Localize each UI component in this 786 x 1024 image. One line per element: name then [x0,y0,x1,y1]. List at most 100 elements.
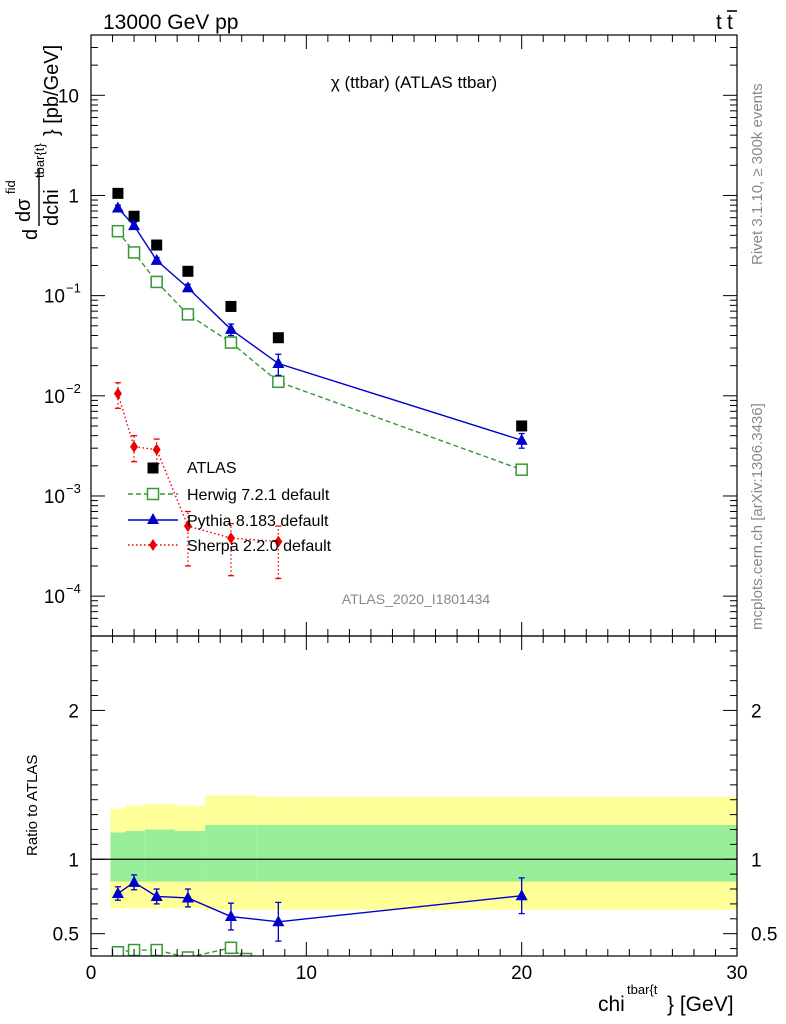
data-point-atlas [516,420,528,432]
ratio-y-tick-label: 2 [68,701,79,722]
data-point-atlas [225,300,237,312]
data-point-pythia [181,281,194,293]
ratio-y-axis-label: Ratio to ATLAS [24,755,41,856]
main-y-tick-label: 1 [68,186,79,207]
legend-marker-sherpa [149,539,157,551]
data-point-pythia [111,201,124,213]
ratio-series-herwig [111,941,253,956]
data-point-herwig [150,943,163,956]
band-stat-uncertainty [110,832,126,882]
data-point-atlas [128,210,140,222]
legend-label-herwig: Herwig 7.2.1 default [187,487,330,504]
xlabel-unit: } [GeV] [667,993,734,1016]
legend-label-sherpa: Sherpa 2.2.0 default [187,538,332,555]
data-point-herwig [224,941,238,955]
data-point-pythia [128,219,141,231]
data-point-atlas [272,332,284,344]
tick-label-base: 1 [68,186,79,207]
ratio-y-tick-label-right: 2 [751,701,762,722]
ratio-y-tick-label-right: 1 [751,850,762,871]
data-point-herwig [111,224,125,238]
data-point-pythia [111,886,124,898]
series-atlas [112,187,528,432]
data-point-pythia [224,910,237,922]
ratio-y-tick-label-right: 0.5 [751,925,777,946]
tick-label-base: 10 [44,387,65,408]
ylabel-d: d [20,229,42,240]
tick-label-base: 10 [58,86,79,107]
tick-label-base: 10 [44,287,65,308]
legend: ATLAS Herwig 7.2.1 default Pythia 8.183 … [128,460,332,555]
ratio-axis-ticks: 0.5 0.51 12 20 10 20 30 [53,635,777,984]
x-tick-label: 20 [511,963,532,984]
legend-entry-pythia: Pythia 8.183 default [128,513,329,530]
data-point-atlas [151,239,163,251]
ylabel-unit: } [pb/GeV] [41,45,63,136]
data-point-pythia [272,915,285,927]
legend-marker-herwig [146,487,160,501]
main-y-tick-label: 10 −4 [44,581,81,608]
data-point-sherpa [226,532,235,545]
data-point-pythia [128,875,141,887]
tick-label-base: 10 [44,487,65,508]
data-point-sherpa [274,535,283,548]
series-line [117,393,279,543]
band-stat-uncertainty [256,825,303,882]
data-point-pythia [515,433,528,445]
main-y-tick-label: 10 −2 [44,381,81,408]
legend-label-atlas: ATLAS [187,460,237,477]
data-point-pythia [150,253,163,265]
data-point-herwig [181,308,195,321]
header-process-label: t t [716,10,737,34]
tick-label-exponent: −1 [66,281,81,296]
xlabel-superscript: tbar{t [627,982,658,997]
series-pythia [111,201,528,449]
data-point-sherpa [130,440,139,453]
data-point-pythia [150,889,163,901]
data-point-herwig [515,463,528,476]
band-stat-uncertainty [125,830,145,882]
legend-marker-pythia [147,513,159,524]
rivet-version-label: Rivet 3.1.10, ≥ 300k events [749,83,766,265]
main-y-axis-label: d dσ fid dchi tbar{t} } [pb/GeV] [3,45,63,240]
data-point-sherpa [152,443,161,456]
data-point-pythia [181,891,194,903]
ratio-series-pythia [111,874,528,942]
legend-marker-atlas [147,462,159,474]
series-line [117,207,522,441]
x-tick-label: 30 [726,963,747,984]
data-point-atlas [112,187,124,199]
mcplots-label: mcplots.cern.ch [arXiv:1306.3436] [749,403,766,630]
main-data-layer [111,187,528,580]
data-point-herwig [150,275,163,289]
tick-label-exponent: −2 [66,381,81,396]
data-point-sherpa [113,387,122,400]
header-energy-label: 13000 GeV pp [103,11,238,34]
data-point-herwig [181,951,195,956]
ratio-panel: 0.5 0.51 12 20 10 20 30 Ratio to ATLAS chi tba… [24,635,777,1016]
ratio-y-tick-label: 1 [68,850,79,871]
series-herwig [111,224,528,476]
x-tick-label: 0 [86,963,97,984]
data-point-pythia [272,357,285,369]
data-point-herwig [272,375,285,389]
data-point-sherpa [183,520,192,533]
data-point-herwig [224,336,238,349]
data-point-pythia [224,322,237,334]
main-y-tick-label: 10 −1 [44,281,81,308]
header-tbar: t [727,11,733,34]
band-stat-uncertainty [144,829,175,882]
series-line [117,230,522,471]
ratio-y-tick-label: 0.5 [53,925,79,946]
ylabel-denominator: dchi [41,189,63,226]
tick-label-exponent: −3 [66,481,81,496]
data-point-herwig [127,246,141,259]
band-stat-uncertainty [174,830,206,882]
x-axis-label: chi tbar{t } [GeV] [598,982,734,1016]
data-point-herwig [239,952,253,956]
x-tick-label: 10 [296,963,317,984]
analysis-id-label: ATLAS_2020_I1801434 [342,591,491,607]
ylabel-denominator-superscript: tbar{t} [32,143,47,178]
xlabel-base: chi [598,993,625,1016]
